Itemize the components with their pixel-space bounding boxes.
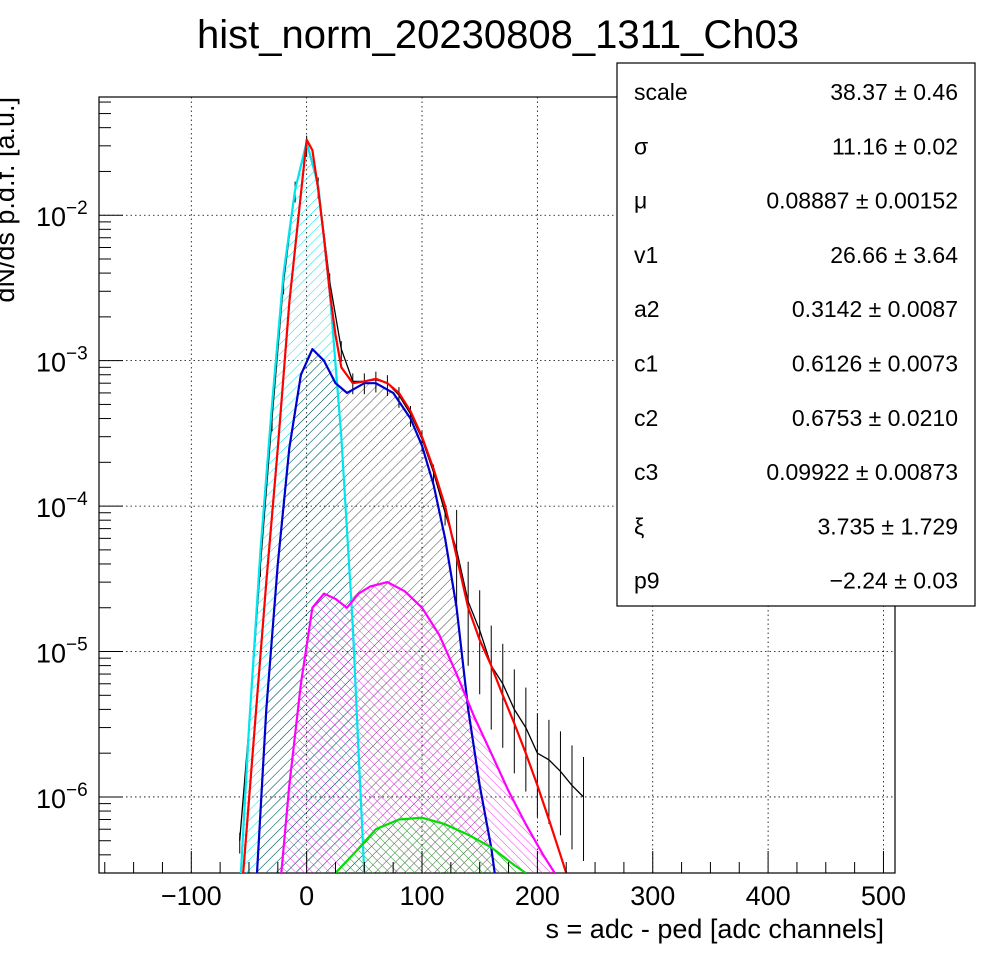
x-tick-labels: −100 0 100 200 300 400 500 xyxy=(161,881,906,911)
stat-name: ξ xyxy=(634,513,644,539)
stat-name: a2 xyxy=(634,296,660,322)
series-line xyxy=(280,581,556,873)
stat-name: v1 xyxy=(634,242,658,268)
axis-ticks xyxy=(99,101,884,874)
series-line xyxy=(334,816,527,873)
stat-value: 0.6753 ± 0.0210 xyxy=(792,405,958,431)
y-tick-label: 10−3 xyxy=(36,344,88,378)
stat-name: c3 xyxy=(634,459,658,485)
series-fill xyxy=(335,817,526,873)
y-tick-label: 10−5 xyxy=(36,635,88,669)
stat-value: 3.735 ± 1.729 xyxy=(817,513,958,539)
y-axis-title: dN/ds p.d.f. [a.u.] xyxy=(0,97,20,303)
series-line xyxy=(242,138,568,873)
stat-value: 0.08887 ± 0.00152 xyxy=(766,188,958,214)
stat-value: 0.09922 ± 0.00873 xyxy=(766,459,958,485)
y-tick-labels: 10−6 10−5 10−4 10−3 10−2 xyxy=(36,198,88,814)
stat-name: μ xyxy=(634,188,647,214)
curve-layer xyxy=(239,138,568,873)
y-tick-label: 10−4 xyxy=(36,489,88,523)
stat-value: 38.37 ± 0.46 xyxy=(830,79,958,105)
y-tick-label: 10−6 xyxy=(36,780,88,814)
stat-value: −2.24 ± 0.03 xyxy=(830,568,958,594)
x-tick-label: 500 xyxy=(861,881,906,911)
x-tick-label: 300 xyxy=(630,881,675,911)
x-tick-label: 0 xyxy=(299,881,314,911)
stat-name: c2 xyxy=(634,405,658,431)
stats-box: scale 38.37 ± 0.46 σ 11.16 ± 0.02 μ 0.08887 ±… xyxy=(616,62,976,607)
y-tick-label: 10−2 xyxy=(36,198,88,232)
stat-value: 0.6126 ± 0.0073 xyxy=(792,351,958,377)
x-tick-label: −100 xyxy=(161,881,222,911)
stats-rows: scale 38.37 ± 0.46 σ 11.16 ± 0.02 μ 0.08887 ±… xyxy=(634,79,958,594)
stat-value: 26.66 ± 3.64 xyxy=(830,242,958,268)
x-tick-label: 100 xyxy=(399,881,444,911)
stat-name: scale xyxy=(634,79,688,105)
series-line xyxy=(255,348,496,873)
stat-value: 0.3142 ± 0.0087 xyxy=(792,296,958,322)
stat-value: 11.16 ± 0.02 xyxy=(832,133,958,159)
x-tick-label: 200 xyxy=(515,881,560,911)
x-tick-label: 400 xyxy=(746,881,791,911)
fill-layer xyxy=(240,141,555,873)
stat-name: p9 xyxy=(634,568,660,594)
series-fill xyxy=(281,582,555,873)
stat-name: c1 xyxy=(634,351,658,377)
stat-name: σ xyxy=(634,133,648,159)
chart-title: hist_norm_20230808_1311_Ch03 xyxy=(197,13,799,57)
x-axis-title: s = adc - ped [adc channels] xyxy=(546,914,884,944)
stats-box-frame xyxy=(616,62,976,607)
